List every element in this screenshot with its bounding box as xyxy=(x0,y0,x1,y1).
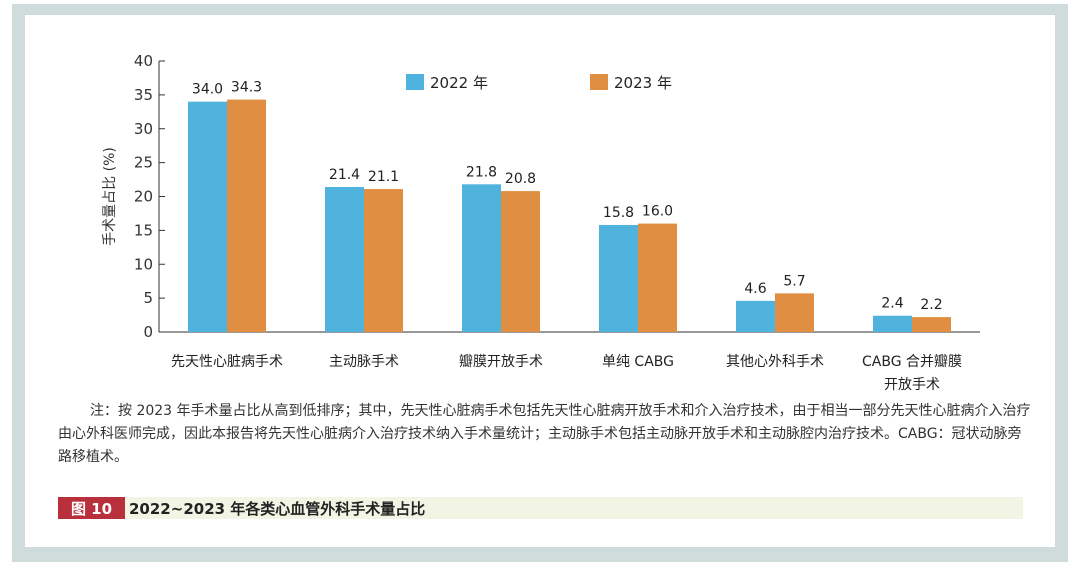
y-tick-label: 25 xyxy=(134,154,153,172)
legend-label: 2022 年 xyxy=(430,74,488,92)
y-tick-label: 30 xyxy=(134,120,153,138)
data-label: 20.8 xyxy=(505,171,536,187)
legend-swatch xyxy=(590,74,608,90)
y-tick-label: 15 xyxy=(134,221,153,239)
bar-2022 xyxy=(736,300,775,332)
x-tick-label: 主动脉手术 xyxy=(329,354,399,370)
bar-2022 xyxy=(873,315,912,332)
legend-swatch xyxy=(406,74,424,90)
caption-number: 图 10 xyxy=(58,497,125,519)
bar-2022 xyxy=(599,224,638,332)
x-tick-label: 单纯 CABG xyxy=(602,354,674,370)
note-text: 注：按 2023 年手术量占比从高到低排序；其中，先天性心脏病手术包括先天性心脏… xyxy=(58,403,1031,465)
bar-2023 xyxy=(364,189,403,332)
bar-2023 xyxy=(638,223,677,332)
data-label: 34.0 xyxy=(192,82,223,98)
y-tick-label: 5 xyxy=(143,289,153,307)
x-tick-label: 开放手术 xyxy=(884,377,940,393)
x-tick-label: 瓣膜开放手术 xyxy=(459,354,543,370)
bar-2023 xyxy=(227,99,266,333)
bar-2023 xyxy=(501,191,540,332)
y-tick-label: 35 xyxy=(134,86,153,104)
y-tick-label: 40 xyxy=(134,52,153,70)
caption-title: 2022~2023 年各类心血管外科手术量占比 xyxy=(129,499,426,518)
bar-chart: 0 5 10 15 20 25 30 35 40 手术量占比 (%) 34.0 34.3 先天性心脏病手… xyxy=(102,52,980,393)
data-label: 21.8 xyxy=(466,164,497,180)
data-label: 4.6 xyxy=(744,281,766,297)
bar-2022 xyxy=(325,187,364,332)
data-label: 21.4 xyxy=(329,167,360,183)
x-tick-label: CABG 合并瓣膜 xyxy=(862,354,962,370)
legend-label: 2023 年 xyxy=(614,74,672,92)
x-tick-label: 先天性心脏病手术 xyxy=(171,354,283,370)
bar-2023 xyxy=(775,293,814,332)
bar-2022 xyxy=(462,184,501,332)
x-tick-label: 其他心外科手术 xyxy=(726,354,824,370)
bar-2023 xyxy=(912,317,951,332)
data-label: 15.8 xyxy=(603,205,634,221)
y-tick-label: 10 xyxy=(134,255,153,273)
data-label: 34.3 xyxy=(231,80,262,96)
figure-caption: 图 10 2022~2023 年各类心血管外科手术量占比 xyxy=(58,497,1023,519)
data-label: 16.0 xyxy=(642,204,673,220)
data-label: 2.2 xyxy=(920,297,942,313)
y-tick-label: 20 xyxy=(134,188,153,206)
bar-2022 xyxy=(188,101,227,333)
data-label: 2.4 xyxy=(881,296,903,312)
y-tick-label: 0 xyxy=(143,323,153,341)
data-label: 21.1 xyxy=(368,169,399,185)
y-axis-label: 手术量占比 (%) xyxy=(102,147,118,246)
figure-note: 注：按 2023 年手术量占比从高到低排序；其中，先天性心脏病手术包括先天性心脏… xyxy=(58,400,1033,469)
data-label: 5.7 xyxy=(783,273,805,289)
